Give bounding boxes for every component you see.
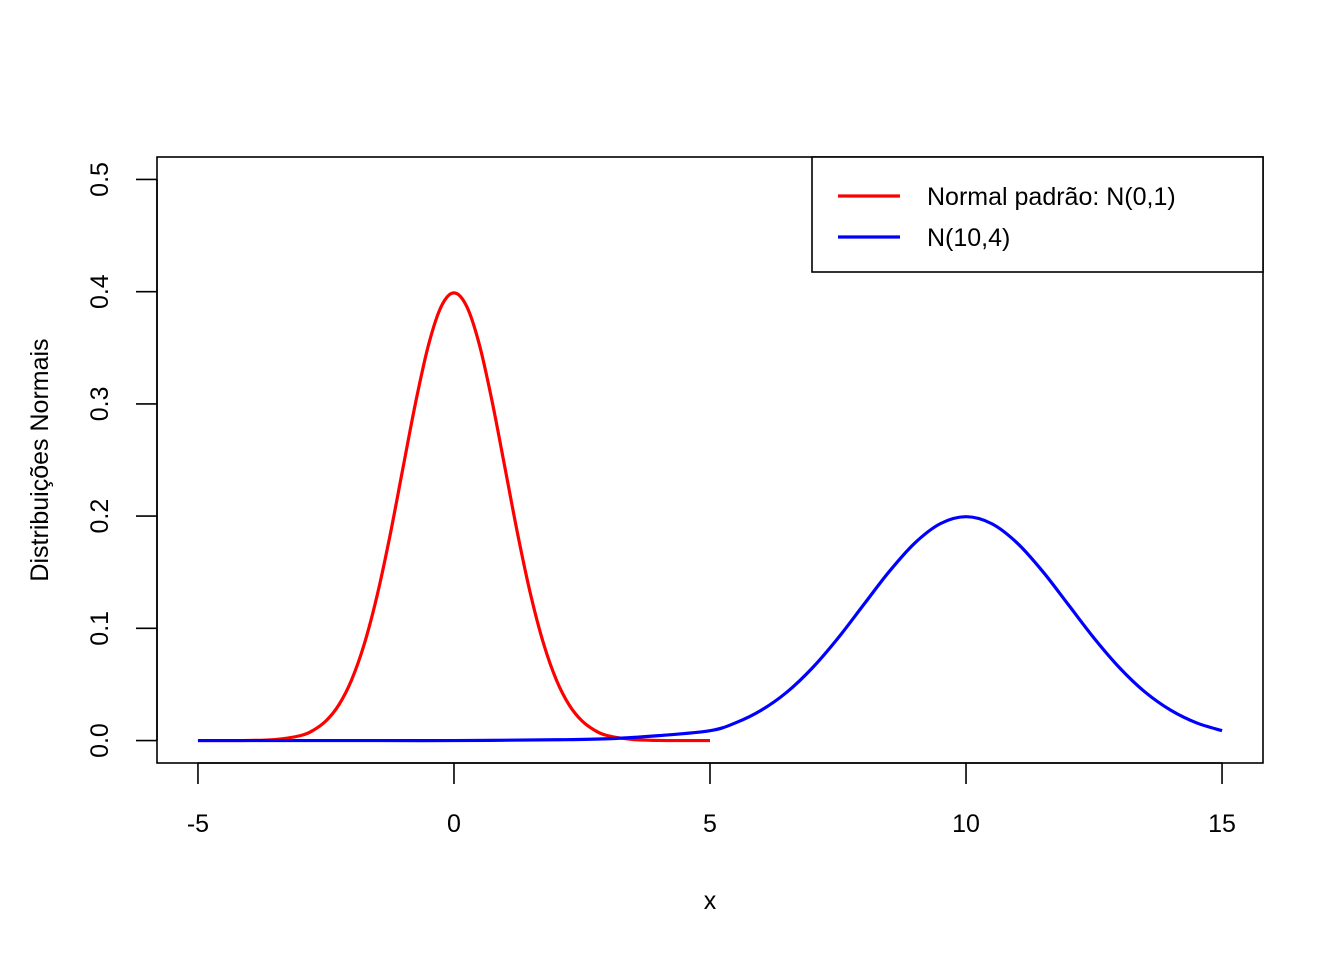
- legend-label-1: Normal padrão: N(0,1): [927, 183, 1176, 211]
- y-tick-label: 0.5: [86, 162, 114, 197]
- legend-box: [811, 156, 1264, 273]
- y-tick-label: 0.1: [86, 611, 114, 646]
- x-axis: -5 0 5 10 15: [187, 762, 1236, 838]
- x-tick-label: 0: [447, 810, 461, 838]
- legend: Normal padrão: N(0,1) N(10,4): [811, 156, 1264, 273]
- x-tick-label: -5: [187, 810, 209, 838]
- x-axis-title: x: [704, 887, 717, 915]
- legend-label-2: N(10,4): [927, 224, 1010, 252]
- y-tick-label: 0.0: [86, 723, 114, 758]
- x-tick-label: 5: [703, 810, 717, 838]
- y-tick-label: 0.4: [86, 274, 114, 309]
- x-tick-label: 15: [1208, 810, 1236, 838]
- x-tick-label: 10: [952, 810, 980, 838]
- y-axis-title: Distribuições Normais: [26, 338, 54, 581]
- series-line-1: [197, 291, 711, 743]
- series-line-2: [197, 515, 1223, 743]
- series-layer: [197, 291, 1223, 743]
- y-tick-label: 0.2: [86, 499, 114, 534]
- y-tick-label: 0.3: [86, 387, 114, 422]
- y-axis: 0.0 0.1 0.2 0.3 0.4 0.5: [86, 162, 158, 758]
